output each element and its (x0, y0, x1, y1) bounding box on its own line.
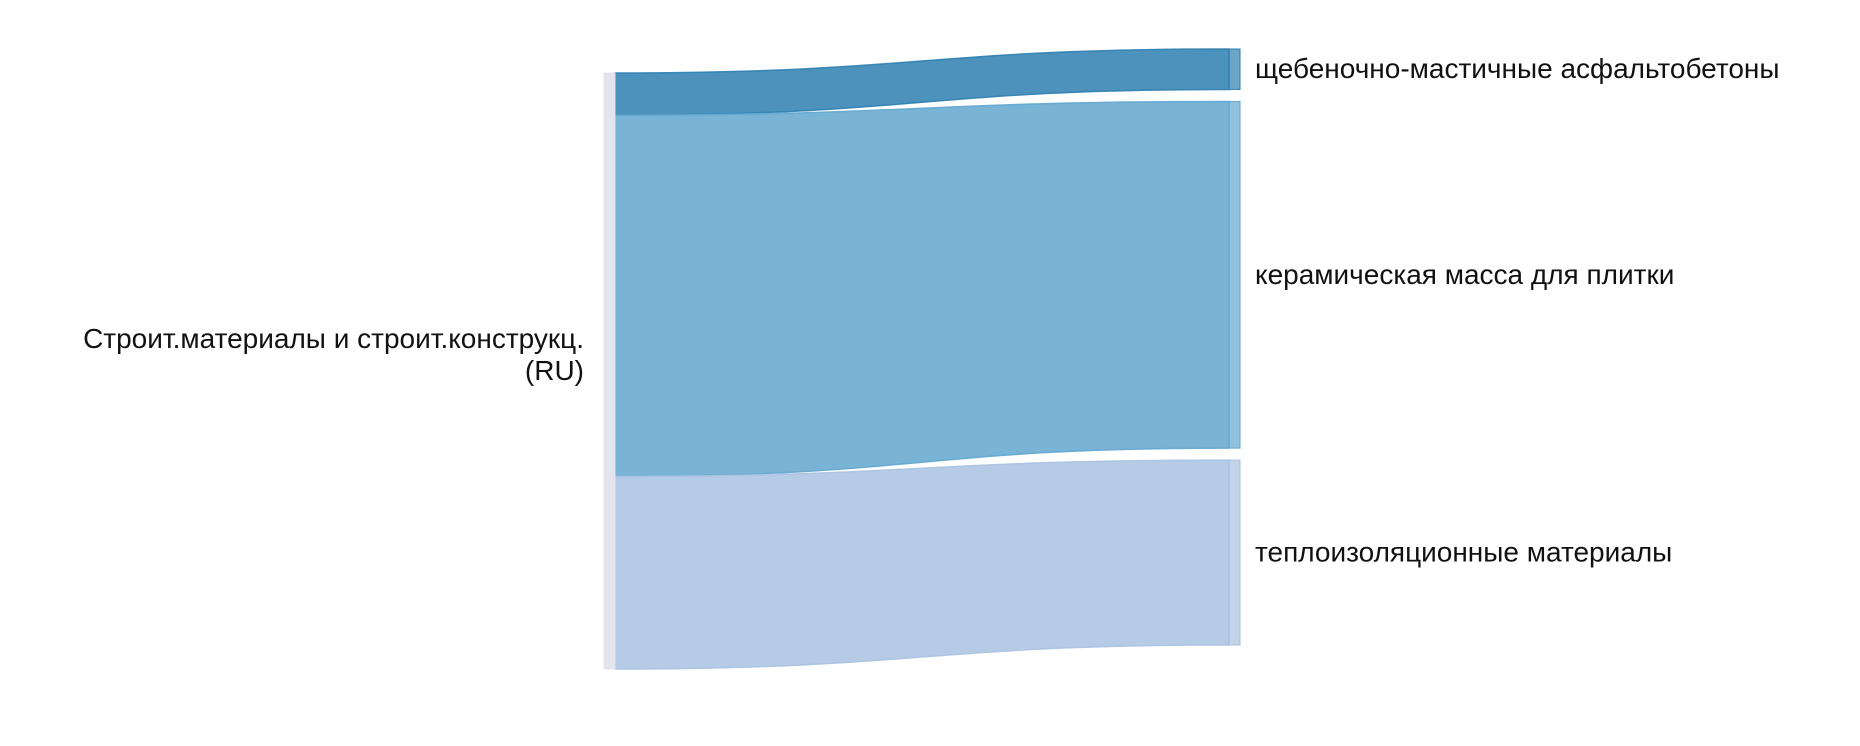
link-2 (614, 100, 1230, 478)
target-node-2 (1228, 100, 1241, 449)
sankey-links (614, 48, 1230, 670)
target-label-1: щебеночно-мастичные асфальтобетоны (1255, 53, 1780, 84)
link-3 (614, 459, 1230, 670)
target-node-3 (1228, 459, 1241, 646)
source-label-line-2: (RU) (525, 355, 584, 386)
sankey-labels: щебеночно-мастичные асфальтобетоны керами… (83, 53, 1779, 567)
sankey-nodes (603, 48, 1241, 670)
target-label-3: теплоизоляционные материалы (1255, 537, 1672, 568)
source-label-line-1: Строит.материалы и строит.конструкц. (83, 323, 584, 354)
target-node-1 (1228, 48, 1241, 90)
target-label-2: керамическая масса для плитки (1255, 259, 1674, 290)
source-node (603, 72, 616, 670)
